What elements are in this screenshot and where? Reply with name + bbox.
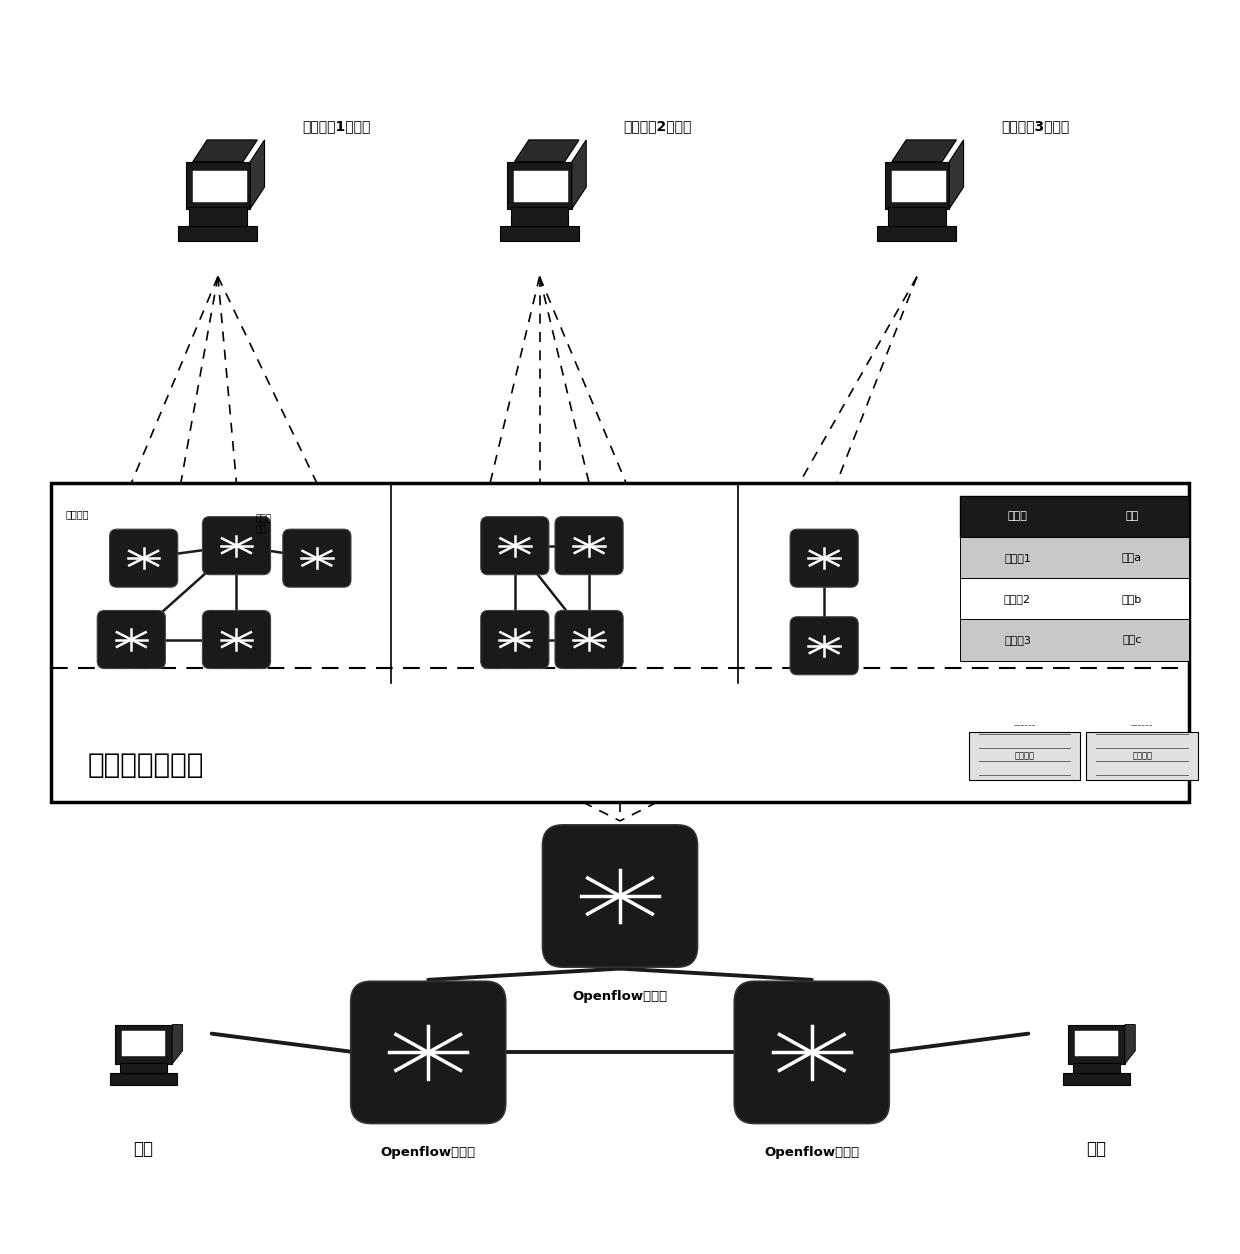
Polygon shape (572, 140, 587, 209)
Text: 虚拟网3: 虚拟网3 (1004, 635, 1030, 645)
FancyBboxPatch shape (202, 611, 270, 668)
Text: Openflow交换机: Openflow交换机 (573, 989, 667, 1003)
Bar (1068, 1025, 1125, 1063)
Text: 端口c: 端口c (1122, 635, 1142, 645)
FancyBboxPatch shape (734, 982, 889, 1124)
Text: 虚拟链路: 虚拟链路 (1014, 751, 1034, 760)
Bar (179, 226, 258, 242)
Text: 虚拟网: 虚拟网 (1008, 512, 1028, 522)
FancyBboxPatch shape (283, 529, 351, 587)
Bar (960, 495, 1189, 537)
Text: 终端: 终端 (1086, 1140, 1106, 1157)
Bar (960, 619, 1189, 661)
Bar (1073, 1063, 1120, 1075)
Polygon shape (950, 140, 963, 209)
Bar (878, 226, 956, 242)
Bar (115, 1025, 172, 1063)
FancyBboxPatch shape (556, 517, 624, 574)
Bar (888, 207, 946, 227)
Polygon shape (250, 140, 264, 209)
Polygon shape (515, 140, 579, 162)
Bar (960, 537, 1189, 578)
Bar (190, 207, 247, 227)
Text: Openflow交换机: Openflow交换机 (381, 1146, 476, 1159)
Polygon shape (192, 140, 258, 162)
Text: 物理链路: 物理链路 (1132, 751, 1152, 760)
Bar (110, 1073, 177, 1085)
Bar (500, 226, 579, 242)
Text: 虚拟网络3控制器: 虚拟网络3控制器 (1001, 119, 1069, 133)
Text: 虚拟网络1控制器: 虚拟网络1控制器 (303, 119, 371, 133)
Bar (968, 732, 1080, 780)
Bar (120, 1063, 167, 1075)
Polygon shape (172, 1025, 182, 1063)
Bar (515, 171, 568, 202)
Text: 网络虚拟化平台: 网络虚拟化平台 (88, 751, 205, 779)
Text: 终端: 终端 (134, 1140, 154, 1157)
FancyBboxPatch shape (556, 611, 624, 668)
Bar (1063, 1073, 1130, 1085)
Text: Openflow交换机: Openflow交换机 (764, 1146, 859, 1159)
Text: ------: ------ (1013, 720, 1035, 730)
Text: 虚拟网1: 虚拟网1 (1004, 553, 1030, 563)
Bar (122, 1031, 165, 1056)
Bar (507, 162, 572, 209)
Polygon shape (1125, 1025, 1136, 1063)
Polygon shape (892, 140, 956, 162)
FancyBboxPatch shape (351, 982, 506, 1124)
Text: 虚拟网2: 虚拟网2 (1004, 594, 1030, 604)
FancyBboxPatch shape (97, 611, 165, 668)
Bar (51, 483, 1189, 803)
Bar (892, 171, 946, 202)
Bar (960, 578, 1189, 619)
FancyBboxPatch shape (481, 611, 549, 668)
Bar (186, 162, 250, 209)
Bar (192, 171, 247, 202)
FancyBboxPatch shape (790, 529, 858, 587)
Text: 虚拟网络2控制器: 虚拟网络2控制器 (624, 119, 692, 133)
Bar (1086, 732, 1198, 780)
FancyBboxPatch shape (790, 617, 858, 675)
FancyBboxPatch shape (109, 529, 177, 587)
Text: 虚拟交
换机: 虚拟交 换机 (255, 514, 272, 534)
Text: 端口b: 端口b (1122, 594, 1142, 604)
FancyBboxPatch shape (481, 517, 549, 574)
FancyBboxPatch shape (202, 517, 270, 574)
Bar (884, 162, 950, 209)
Text: ------: ------ (1131, 720, 1153, 730)
Bar (511, 207, 568, 227)
Text: 虚拟网络: 虚拟网络 (66, 509, 89, 519)
Text: 端口: 端口 (1125, 512, 1138, 522)
Text: 端口a: 端口a (1122, 553, 1142, 563)
Bar (1075, 1031, 1118, 1056)
FancyBboxPatch shape (543, 825, 697, 967)
